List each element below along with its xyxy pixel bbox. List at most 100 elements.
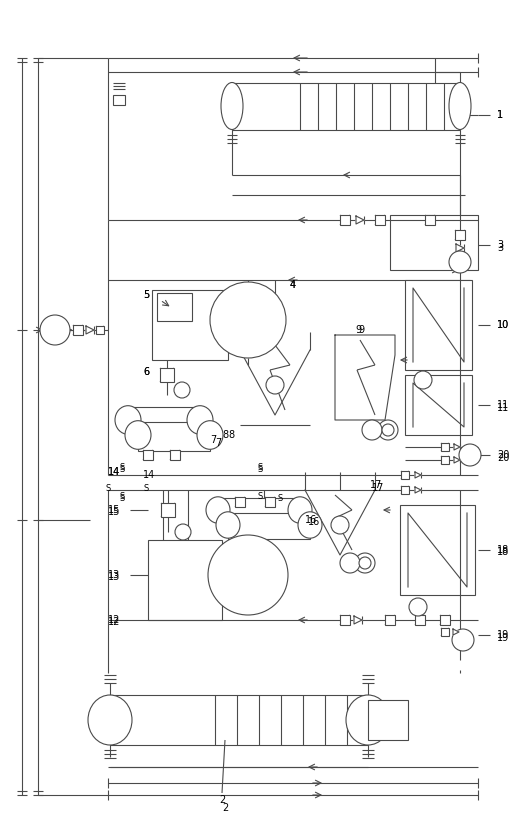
Polygon shape <box>86 326 94 334</box>
Bar <box>170 450 180 460</box>
Circle shape <box>210 282 286 358</box>
Text: 10: 10 <box>497 320 509 330</box>
Circle shape <box>409 598 427 616</box>
Polygon shape <box>453 629 459 635</box>
Text: M: M <box>337 522 343 528</box>
Bar <box>455 230 465 240</box>
Circle shape <box>414 371 432 389</box>
Bar <box>340 215 350 225</box>
Text: 2: 2 <box>219 795 225 805</box>
Text: 3: 3 <box>497 240 503 250</box>
Text: S: S <box>258 465 262 473</box>
Circle shape <box>340 553 360 573</box>
Text: 4: 4 <box>290 280 296 290</box>
Text: 14: 14 <box>108 467 120 477</box>
Ellipse shape <box>221 82 243 129</box>
Bar <box>232 83 460 130</box>
Ellipse shape <box>187 406 213 434</box>
Circle shape <box>208 535 288 615</box>
Bar <box>110 695 368 745</box>
Bar <box>157 293 192 321</box>
Bar <box>128 407 200 436</box>
Polygon shape <box>454 444 460 450</box>
Bar <box>385 615 395 625</box>
Text: 18: 18 <box>497 547 509 557</box>
Text: 6: 6 <box>143 367 149 377</box>
Bar <box>228 513 310 540</box>
Bar <box>96 326 104 334</box>
Text: 8: 8 <box>228 430 234 440</box>
Text: 5: 5 <box>143 290 149 300</box>
Bar <box>441 443 449 451</box>
Ellipse shape <box>206 496 230 523</box>
Text: 9: 9 <box>358 325 364 335</box>
Circle shape <box>459 444 481 466</box>
Text: S: S <box>120 465 125 473</box>
Text: 1: 1 <box>497 110 503 120</box>
Bar <box>425 215 435 225</box>
Circle shape <box>452 629 474 651</box>
Bar <box>415 615 425 625</box>
Text: 1: 1 <box>497 110 503 120</box>
Text: 3: 3 <box>497 243 503 253</box>
Text: 7: 7 <box>215 438 221 448</box>
Text: 8: 8 <box>222 430 228 440</box>
Bar <box>152 290 228 360</box>
Text: 20: 20 <box>497 450 509 460</box>
Bar <box>405 280 472 370</box>
Text: 16: 16 <box>308 517 320 527</box>
Text: 12: 12 <box>108 617 121 627</box>
Text: 11: 11 <box>497 403 509 413</box>
Bar <box>160 368 174 382</box>
Circle shape <box>175 524 191 540</box>
Bar <box>148 540 222 620</box>
Text: 10: 10 <box>497 320 509 330</box>
Polygon shape <box>415 487 421 493</box>
Circle shape <box>331 516 349 534</box>
Polygon shape <box>356 216 364 224</box>
Text: S: S <box>258 491 262 501</box>
Text: S: S <box>277 493 282 502</box>
Text: M: M <box>415 604 421 610</box>
Bar <box>73 325 83 335</box>
Text: 17: 17 <box>372 483 385 493</box>
Text: 6: 6 <box>143 367 149 377</box>
Text: 18: 18 <box>497 545 509 555</box>
Bar <box>368 700 408 740</box>
Text: 19: 19 <box>497 633 509 643</box>
Ellipse shape <box>197 421 223 449</box>
Circle shape <box>40 315 70 345</box>
Circle shape <box>359 557 371 569</box>
Ellipse shape <box>449 82 471 129</box>
Bar <box>143 450 153 460</box>
Circle shape <box>266 376 284 394</box>
Circle shape <box>355 553 375 573</box>
Polygon shape <box>415 472 421 478</box>
Text: 17: 17 <box>370 480 382 490</box>
Text: S: S <box>120 462 125 471</box>
Bar <box>390 215 478 270</box>
Text: M: M <box>272 382 278 388</box>
Polygon shape <box>454 457 460 463</box>
Circle shape <box>449 251 471 273</box>
Ellipse shape <box>216 511 240 538</box>
Text: 14: 14 <box>108 467 120 477</box>
Ellipse shape <box>125 421 151 449</box>
Text: 5: 5 <box>143 290 149 300</box>
Bar <box>265 497 275 507</box>
Ellipse shape <box>298 511 322 538</box>
Text: S: S <box>258 462 262 471</box>
Polygon shape <box>456 244 464 252</box>
Text: 14: 14 <box>143 470 155 480</box>
Text: M: M <box>420 377 426 383</box>
Bar <box>441 628 449 636</box>
Text: 7: 7 <box>210 435 216 445</box>
Ellipse shape <box>346 695 390 745</box>
Bar <box>401 486 409 494</box>
Text: 19: 19 <box>497 630 509 640</box>
Bar <box>441 456 449 464</box>
Text: 11: 11 <box>497 400 509 410</box>
Text: 15: 15 <box>108 507 121 517</box>
Text: 13: 13 <box>108 572 120 582</box>
Text: S: S <box>105 483 111 492</box>
